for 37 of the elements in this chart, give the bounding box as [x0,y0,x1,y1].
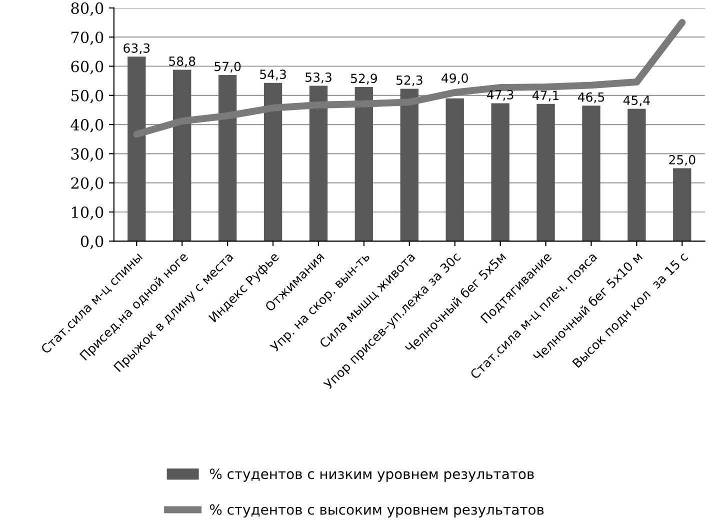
bar [218,74,237,242]
y-tick-label: 60,0 [71,60,104,74]
bar [628,108,646,242]
y-tick-label: 70,0 [71,32,104,45]
bar [354,86,374,242]
y-tick-label: 40,0 [70,119,104,132]
data-label: 49,0 [442,73,468,84]
y-tick-label: 30,0 [71,148,104,162]
data-label: 45,4 [623,96,650,106]
y-tick-label: 10,0 [72,206,104,220]
data-label: 47,1 [532,90,559,102]
data-label: 52,3 [396,75,422,86]
bar [446,98,464,242]
bar [582,106,600,242]
bar [400,88,418,242]
data-label: 58,8 [169,56,196,68]
legend-label: % студентов с высоким уровнем результатов [210,504,544,518]
legend-label: % студентов с низким уровнем результатов [210,468,534,482]
y-tick-label: 80,0 [71,2,104,16]
y-tick-label: 0,0 [80,236,104,250]
y-tick-label: 50,0 [71,90,104,104]
y-tick-label: 20,0 [71,177,104,191]
bar [536,104,555,242]
data-label: 52,9 [350,74,377,84]
bar [309,86,328,242]
bar [173,70,192,242]
data-label: 46,5 [578,92,604,104]
data-label: 53,3 [306,72,332,84]
bar [264,82,282,242]
data-label: 63,3 [124,43,150,54]
data-label: 57,0 [214,62,241,72]
data-label: 54,3 [260,70,286,80]
bar [491,103,510,242]
bar [673,168,692,242]
data-label: 47,3 [487,90,514,101]
bar [128,56,146,242]
data-label: 25,0 [669,155,696,166]
